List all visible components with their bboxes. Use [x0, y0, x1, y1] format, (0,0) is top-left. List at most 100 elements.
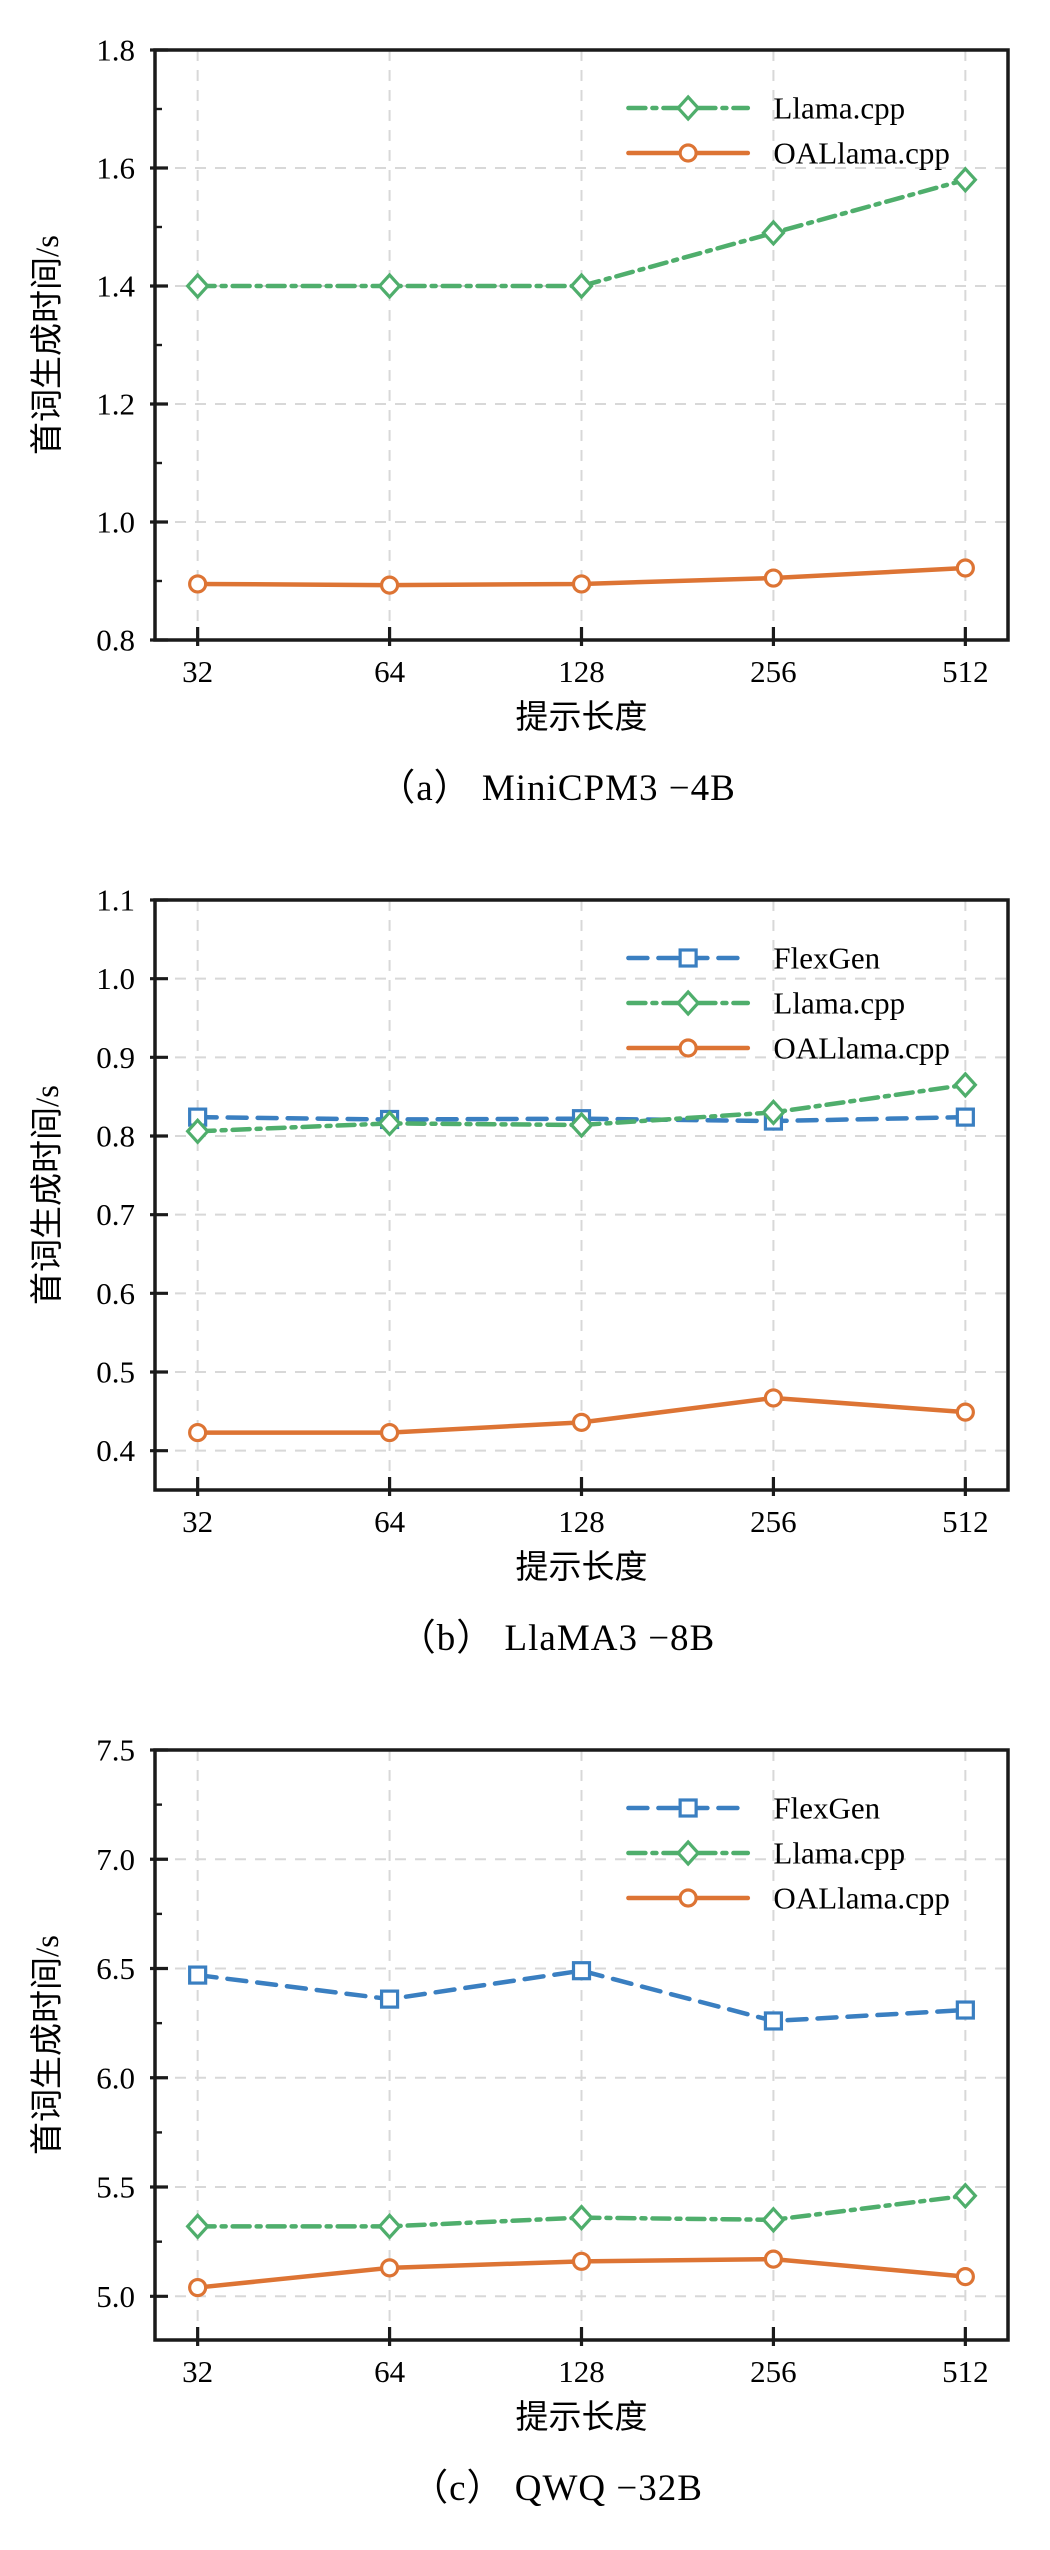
y-axis-label: 首词生成时间/s: [29, 1085, 66, 1305]
chart-b-canvas: 0.4 0.5 0.6 0.7 0.8 0.9 1.0 1.1 32 64 128 256 512 提示长…: [29, 883, 1010, 1585]
y-tick-label: 1.6: [96, 151, 135, 186]
y-axis-label: 首词生成时间/s: [29, 235, 66, 455]
series-llama-cpp: [185, 166, 978, 300]
data-point-flexgen: [763, 2011, 784, 2031]
data-point-llama-cpp: [569, 272, 594, 300]
data-point-oallama-cpp: [188, 2277, 208, 2298]
chart-b-caption: （b） LlaMA3 −8B: [398, 1618, 716, 1659]
x-tick-label: 512: [942, 1504, 989, 1539]
y-tick-label: 1.2: [96, 387, 135, 422]
chart-c-caption: （c） QWQ −32B: [411, 2468, 703, 2509]
data-point-flexgen: [188, 1965, 208, 1985]
legend-marker-llama-cpp: [675, 1839, 701, 1867]
legend: FlexGen Llama.cpp OALlama.cpp: [626, 1791, 950, 1916]
data-point-llama-cpp: [761, 2206, 786, 2234]
legend-marker-oallama-cpp: [678, 143, 698, 163]
legend-item-oallama-cpp: OALlama.cpp: [626, 1031, 950, 1066]
legend-marker-llama-cpp: [675, 94, 701, 122]
y-tick-label: 1.4: [96, 269, 135, 304]
legend-item-flexgen: FlexGen: [626, 1791, 881, 1826]
data-point-flexgen: [955, 2000, 975, 2020]
legend-marker-flexgen: [678, 948, 698, 968]
x-tick-label: 512: [942, 654, 989, 689]
series-flexgen: [188, 1961, 975, 2031]
x-tick-label: 512: [942, 2354, 989, 2389]
legend-item-oallama-cpp: OALlama.cpp: [626, 1881, 950, 1916]
chart-panel-a: 0.8 1.0 1.2 1.4 1.6 1.8 32 64 128 256 512 提示长度 首词生成时…: [0, 0, 1050, 850]
data-point-oallama-cpp: [763, 1388, 784, 1408]
y-tick-label: 1.0: [96, 961, 135, 996]
series-oallama-cpp: [188, 558, 975, 595]
data-point-oallama-cpp: [763, 568, 784, 588]
series-llama-cpp: [185, 1071, 978, 1145]
data-point-llama-cpp: [569, 1111, 594, 1139]
data-point-oallama-cpp: [379, 575, 400, 595]
series-line-flexgen: [195, 1968, 968, 2024]
data-point-oallama-cpp: [955, 1402, 975, 1422]
legend-item-llama-cpp: Llama.cpp: [626, 986, 905, 1021]
axes: 5.0 5.5 6.0 6.5 7.0 7.5 32 64 128 256 512: [96, 1733, 1010, 2389]
data-point-oallama-cpp: [571, 2251, 592, 2271]
data-point-llama-cpp: [377, 2212, 402, 2240]
y-tick-label: 6.0: [96, 2060, 135, 2095]
x-tick-label: 256: [750, 2354, 797, 2389]
legend-label-llama-cpp: Llama.cpp: [773, 91, 905, 126]
x-tick-label: 64: [374, 654, 406, 689]
y-tick-label: 0.8: [96, 623, 135, 658]
data-point-oallama-cpp: [571, 1412, 592, 1432]
legend-marker-flexgen: [678, 1798, 698, 1818]
x-tick-label: 256: [750, 654, 797, 689]
y-tick-label: 1.8: [96, 33, 135, 68]
x-axis-label: 提示长度: [516, 1549, 648, 1585]
series-oallama-cpp: [188, 2249, 975, 2298]
legend: Llama.cpp OALlama.cpp: [626, 91, 950, 171]
y-tick-label: 0.9: [96, 1040, 135, 1075]
legend-marker-llama-cpp: [675, 989, 701, 1017]
data-point-llama-cpp: [377, 1110, 402, 1137]
legend-item-llama-cpp: Llama.cpp: [626, 91, 905, 126]
y-tick-label: 0.8: [96, 1119, 135, 1154]
y-tick-label: 5.5: [96, 2170, 135, 2205]
chart-panel-c: 5.0 5.5 6.0 6.5 7.0 7.5 32 64 128 256 512 提示长度 首词生成时…: [0, 1700, 1050, 2550]
chart-c-canvas: 5.0 5.5 6.0 6.5 7.0 7.5 32 64 128 256 512 提示长度 首词生成时…: [29, 1733, 1010, 2435]
x-axis-label: 提示长度: [516, 2399, 648, 2435]
y-tick-label: 6.5: [96, 1951, 135, 1986]
series-llama-cpp: [185, 2182, 978, 2240]
y-tick-label: 1.1: [96, 883, 135, 918]
legend-item-llama-cpp: Llama.cpp: [626, 1836, 905, 1871]
y-tick-label: 1.0: [96, 505, 135, 540]
legend-label-oallama-cpp: OALlama.cpp: [773, 136, 949, 171]
series-oallama-cpp: [188, 1388, 975, 1443]
data-point-oallama-cpp: [763, 2249, 784, 2269]
data-point-llama-cpp: [953, 1071, 978, 1099]
x-tick-label: 128: [558, 1504, 605, 1539]
legend-item-oallama-cpp: OALlama.cpp: [626, 136, 950, 171]
data-point-llama-cpp: [761, 1099, 786, 1126]
data-point-oallama-cpp: [571, 574, 592, 594]
series-line-flexgen: [195, 1114, 968, 1124]
data-point-oallama-cpp: [955, 558, 975, 578]
axes: 0.4 0.5 0.6 0.7 0.8 0.9 1.0 1.1 32 64 128 256 512: [96, 883, 1010, 1539]
y-tick-label: 7.0: [96, 1842, 135, 1877]
legend-label-oallama-cpp: OALlama.cpp: [773, 1881, 949, 1916]
data-point-flexgen: [571, 1961, 592, 1981]
chart-a-caption: （a） MiniCPM3 −4B: [378, 768, 736, 809]
data-point-llama-cpp: [185, 1117, 210, 1145]
y-axis-label: 首词生成时间/s: [29, 1935, 66, 2155]
x-tick-label: 64: [374, 1504, 406, 1539]
x-tick-label: 128: [558, 2354, 605, 2389]
data-point-llama-cpp: [185, 2212, 210, 2240]
y-tick-label: 0.5: [96, 1355, 135, 1390]
legend-item-flexgen: FlexGen: [626, 941, 881, 976]
data-point-oallama-cpp: [188, 1422, 208, 1443]
y-tick-label: 7.5: [96, 1733, 135, 1768]
data-point-oallama-cpp: [379, 2258, 400, 2278]
legend-label-flexgen: FlexGen: [773, 941, 880, 976]
data-point-llama-cpp: [185, 272, 210, 300]
legend-label-llama-cpp: Llama.cpp: [773, 986, 905, 1021]
x-tick-label: 128: [558, 654, 605, 689]
data-point-llama-cpp: [569, 2204, 594, 2232]
y-tick-label: 0.7: [96, 1197, 135, 1232]
legend-label-llama-cpp: Llama.cpp: [773, 1836, 905, 1871]
